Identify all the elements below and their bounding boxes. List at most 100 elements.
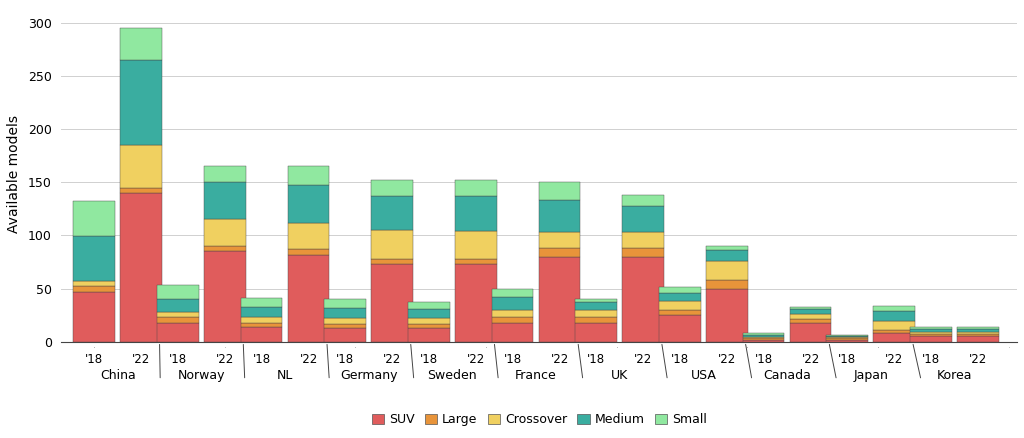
Bar	[288, 185, 330, 223]
Text: '22: '22	[383, 353, 401, 366]
Bar	[956, 332, 998, 334]
Bar	[658, 293, 700, 301]
Bar	[204, 166, 246, 182]
Bar	[956, 336, 998, 342]
Bar	[408, 302, 450, 309]
Text: '22: '22	[551, 353, 568, 366]
Bar	[706, 261, 748, 280]
Bar	[742, 337, 784, 339]
Text: '18: '18	[169, 353, 187, 366]
Bar	[120, 145, 162, 187]
Bar	[120, 28, 162, 60]
Bar	[288, 254, 330, 342]
Bar	[157, 322, 199, 342]
Text: NL: NL	[276, 369, 293, 382]
Text: Sweden: Sweden	[428, 369, 477, 382]
Bar	[706, 280, 748, 289]
Text: '18: '18	[755, 353, 772, 366]
Bar	[826, 337, 868, 339]
Bar	[539, 232, 581, 248]
Bar	[742, 333, 784, 335]
Text: '18: '18	[587, 353, 605, 366]
Bar	[241, 317, 283, 322]
Text: '18: '18	[504, 353, 521, 366]
Bar	[325, 299, 366, 307]
Bar	[325, 324, 366, 328]
Bar	[658, 315, 700, 342]
Bar	[120, 193, 162, 342]
Bar	[910, 336, 951, 342]
Text: '18: '18	[838, 353, 856, 366]
Text: '22: '22	[885, 353, 903, 366]
Text: Canada: Canada	[763, 369, 811, 382]
Bar	[408, 318, 450, 324]
Bar	[120, 187, 162, 193]
Text: '22: '22	[299, 353, 317, 366]
Text: UK: UK	[611, 369, 629, 382]
Bar	[241, 327, 283, 342]
Text: '22: '22	[634, 353, 652, 366]
Bar	[956, 334, 998, 336]
Bar	[241, 307, 283, 317]
Text: '22: '22	[467, 353, 485, 366]
Bar	[204, 182, 246, 219]
Text: China: China	[99, 369, 135, 382]
Bar	[575, 302, 617, 310]
Bar	[706, 246, 748, 250]
Bar	[241, 322, 283, 327]
Bar	[575, 299, 617, 302]
Bar	[956, 327, 998, 329]
Bar	[623, 195, 665, 205]
Bar	[873, 311, 915, 321]
Bar	[288, 223, 330, 249]
Bar	[157, 299, 199, 312]
Bar	[204, 251, 246, 342]
Bar	[873, 330, 915, 333]
Text: Norway: Norway	[177, 369, 225, 382]
Bar	[372, 230, 413, 259]
Text: '18: '18	[85, 353, 103, 366]
Bar	[74, 201, 115, 237]
Bar	[623, 248, 665, 257]
Text: '18: '18	[336, 353, 354, 366]
Bar	[120, 60, 162, 145]
Bar	[790, 319, 831, 322]
Text: '22: '22	[216, 353, 234, 366]
Bar	[873, 306, 915, 311]
Bar	[826, 335, 868, 336]
Bar	[492, 317, 534, 322]
Bar	[623, 205, 665, 232]
Text: Japan: Japan	[853, 369, 888, 382]
Bar	[706, 250, 748, 261]
Bar	[455, 259, 497, 264]
Bar	[372, 180, 413, 196]
Bar	[288, 166, 330, 185]
Bar	[408, 328, 450, 342]
Bar	[790, 309, 831, 314]
Bar	[826, 339, 868, 342]
Bar	[74, 292, 115, 342]
Bar	[575, 310, 617, 317]
Bar	[956, 329, 998, 332]
Bar	[325, 307, 366, 318]
Bar	[455, 231, 497, 259]
Bar	[539, 257, 581, 342]
Bar	[74, 281, 115, 286]
Bar	[492, 322, 534, 342]
Bar	[623, 257, 665, 342]
Bar	[157, 285, 199, 299]
Text: '22: '22	[132, 353, 151, 366]
Bar	[372, 264, 413, 342]
Bar	[910, 334, 951, 336]
Bar	[288, 249, 330, 254]
Bar	[910, 332, 951, 334]
Bar	[204, 219, 246, 246]
Bar	[873, 333, 915, 342]
Text: '18: '18	[253, 353, 270, 366]
Text: Germany: Germany	[340, 369, 397, 382]
Bar	[539, 182, 581, 200]
Text: '18: '18	[922, 353, 940, 366]
Text: Korea: Korea	[937, 369, 972, 382]
Bar	[157, 312, 199, 317]
Bar	[539, 248, 581, 257]
